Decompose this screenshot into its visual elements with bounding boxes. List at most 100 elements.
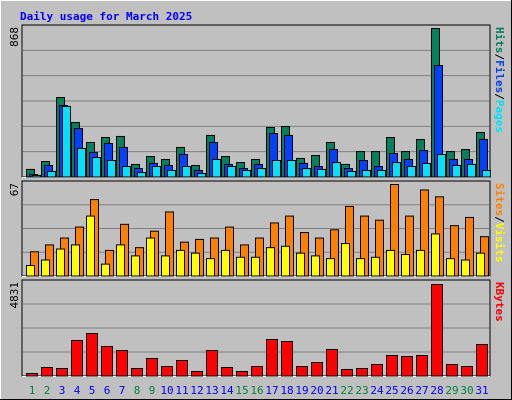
bar — [311, 255, 320, 277]
bar — [452, 164, 461, 178]
x-tick-label: 25 — [385, 384, 398, 397]
bar — [86, 332, 98, 377]
bar — [281, 340, 293, 377]
legend: KBytes — [493, 282, 506, 322]
x-tick-label: 17 — [265, 384, 278, 397]
bar — [401, 356, 413, 377]
bar — [116, 244, 125, 277]
bar — [416, 354, 428, 377]
bar — [401, 254, 410, 277]
bar — [332, 162, 341, 178]
x-tick-label: 12 — [190, 384, 203, 397]
bar — [26, 372, 38, 377]
bar — [377, 169, 386, 178]
bar — [146, 237, 155, 277]
legend-entry: KBytes — [493, 282, 506, 322]
x-tick-label: 7 — [119, 384, 126, 397]
x-tick-label: 26 — [400, 384, 413, 397]
legend: Hits/Files/Pages — [493, 27, 506, 133]
legend-entry: Files — [493, 60, 506, 93]
bar — [191, 370, 203, 377]
x-tick-label: 23 — [355, 384, 368, 397]
separator: / — [493, 54, 506, 61]
bar — [386, 249, 395, 277]
bar — [26, 265, 35, 277]
bar — [161, 255, 170, 277]
y-max-label: 868 — [8, 27, 21, 47]
x-tick-label: 27 — [415, 384, 428, 397]
bar — [191, 252, 200, 277]
bar — [257, 168, 266, 178]
bar — [302, 168, 311, 178]
bar — [41, 259, 50, 277]
bar — [272, 160, 281, 178]
bar — [101, 345, 113, 377]
bar — [356, 258, 365, 277]
bar — [317, 168, 326, 178]
bar — [137, 172, 146, 178]
bar — [416, 249, 425, 277]
x-tick-label: 24 — [370, 384, 384, 397]
bar — [122, 166, 131, 178]
bar — [431, 233, 440, 277]
bar — [77, 147, 86, 178]
bar — [242, 169, 251, 178]
bar — [341, 368, 353, 377]
bar — [437, 153, 446, 178]
y-max-label: 4831 — [8, 282, 21, 309]
bar — [356, 368, 368, 377]
bar — [347, 170, 356, 178]
bar — [236, 256, 245, 277]
y-max-label: 67 — [8, 183, 21, 196]
x-tick-label: 9 — [149, 384, 156, 397]
bar — [326, 348, 338, 377]
x-tick-label: 29 — [445, 384, 458, 397]
bar — [62, 105, 71, 178]
legend-entry: Hits — [493, 27, 506, 54]
bar — [197, 173, 206, 178]
legend-entry: Sites — [493, 183, 506, 216]
x-tick-label: 8 — [134, 384, 141, 397]
x-tick-label: 15 — [235, 384, 248, 397]
x-tick-label: 31 — [475, 384, 488, 397]
x-tick-label: 6 — [104, 384, 111, 397]
bar — [296, 366, 308, 377]
bar — [251, 256, 260, 277]
bar — [206, 258, 215, 277]
bar — [446, 258, 455, 277]
bar — [161, 366, 173, 377]
x-tick-label: 20 — [310, 384, 323, 397]
separator: / — [493, 93, 506, 100]
bar — [251, 366, 263, 377]
bar — [131, 255, 140, 277]
bar — [386, 354, 398, 377]
bar — [86, 215, 95, 277]
bar — [371, 256, 380, 277]
bar — [236, 370, 248, 377]
x-tick-label: 10 — [160, 384, 173, 397]
bar — [341, 243, 350, 277]
bar — [227, 166, 236, 178]
x-tick-label: 13 — [205, 384, 218, 397]
bar — [41, 366, 53, 377]
bar — [71, 244, 80, 277]
bar — [221, 366, 233, 377]
bar — [266, 247, 275, 277]
bar — [281, 245, 290, 277]
bar — [131, 368, 143, 377]
bar — [362, 169, 371, 178]
bar — [92, 157, 101, 178]
x-tick-label: 28 — [430, 384, 443, 397]
x-tick-label: 19 — [295, 384, 308, 397]
legend: Sites/Visits — [493, 183, 506, 263]
x-tick-label: 22 — [340, 384, 353, 397]
bar — [482, 169, 491, 178]
bar — [182, 166, 191, 178]
bar — [71, 340, 83, 377]
bar — [212, 158, 221, 178]
bar — [446, 364, 458, 377]
bar — [107, 160, 116, 178]
x-tick-label: 18 — [280, 384, 293, 397]
bar — [176, 249, 185, 277]
